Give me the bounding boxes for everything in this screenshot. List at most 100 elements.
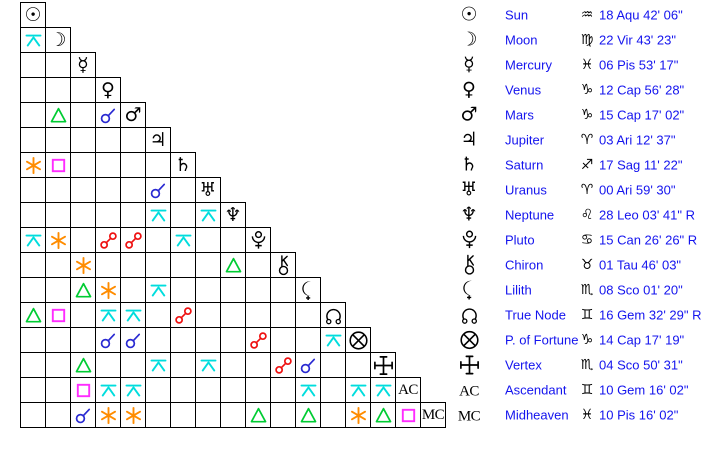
legend-row-venus: ♀ Venus ♑ 12 Cap 56' 28" <box>455 77 705 102</box>
aspect-cell-empty <box>45 77 71 103</box>
legend-row-ascendant: AC Ascendant ♊ 10 Gem 16' 02" <box>455 377 705 402</box>
aspect-cell-empty <box>145 227 171 253</box>
aspect-cell-sextile <box>345 402 371 428</box>
saturn-legend-icon: ♄ <box>460 153 478 175</box>
neptune-icon: ♆ <box>224 203 242 226</box>
aspect-cell-opposition <box>170 302 196 328</box>
aspect-cell-empty <box>70 177 96 203</box>
vertex-legend-glyph <box>455 354 483 375</box>
quincunx-icon <box>100 384 116 396</box>
planet-position: 03 Ari 12' 37" <box>599 132 676 147</box>
aspect-cell-trine <box>370 402 396 428</box>
square-icon <box>76 383 90 397</box>
aspect-cell-sextile <box>20 152 46 178</box>
aspect-cell-empty <box>95 177 121 203</box>
zodiac-sign-icon: ♑ <box>580 331 594 348</box>
aspect-cell-empty <box>145 402 171 428</box>
aspect-cell-empty <box>195 327 221 353</box>
moon-icon: ☽ <box>49 28 67 51</box>
mars-diagonal-cell: ♂ <box>120 102 146 128</box>
aspect-cell-quincunx <box>20 27 46 53</box>
aspect-cell-empty <box>20 102 46 128</box>
lilith-legend-glyph <box>455 279 483 300</box>
aspect-cell-empty <box>45 177 71 203</box>
opposition-icon <box>274 356 292 374</box>
planet-name: Venus <box>505 82 542 97</box>
planet-name: Sun <box>505 7 529 22</box>
planet-position: 16 Gem 32' 29" R <box>599 307 702 322</box>
quincunx-icon <box>150 209 166 221</box>
aspect-cell-empty <box>20 277 46 303</box>
sextile-icon <box>75 256 91 274</box>
aspect-cell-empty <box>70 202 96 228</box>
trine-icon <box>225 257 241 273</box>
midheaven-legend-glyph: MC <box>455 405 483 424</box>
aspect-cell-empty <box>220 327 246 353</box>
aspect-cell-empty <box>220 227 246 253</box>
zodiac-sign-icon: ♋ <box>580 231 594 248</box>
sextile-icon <box>100 281 116 299</box>
planet-name: Midheaven <box>505 407 569 422</box>
aspect-cell-sextile <box>70 252 96 278</box>
aspect-cell-trine <box>70 352 96 378</box>
aspect-cell-quincunx <box>145 202 171 228</box>
legend-row-sun: ☉ Sun ♒ 18 Aqu 42' 06" <box>455 2 705 27</box>
planet-name: Neptune <box>505 207 555 222</box>
legend-row-mars: ♂ Mars ♑ 15 Cap 17' 02" <box>455 102 705 127</box>
chiron-legend-glyph <box>455 254 483 275</box>
sextile-icon <box>25 156 41 174</box>
legend-row-chiron: Chiron ♉ 01 Tau 46' 03" <box>455 252 705 277</box>
aspect-cell-empty <box>20 252 46 278</box>
trine-icon <box>300 407 316 423</box>
aspect-cell-empty <box>295 302 321 328</box>
aspect-cell-quincunx <box>320 327 346 353</box>
planet-name: Jupiter <box>505 132 545 147</box>
mercury-icon: ☿ <box>77 53 89 76</box>
quincunx-icon <box>150 359 166 371</box>
mars-legend-icon: ♂ <box>460 103 478 125</box>
opposition-icon <box>174 306 192 324</box>
quincunx-icon <box>25 34 41 46</box>
zodiac-sign-icon: ♊ <box>580 306 594 323</box>
sextile-icon <box>100 406 116 424</box>
aspect-cell-conjunction <box>95 102 121 128</box>
moon-legend-icon: ☽ <box>460 28 478 50</box>
chiron-legend-icon <box>464 254 474 275</box>
mercury-legend-glyph: ☿ <box>455 55 483 74</box>
aspect-cell-empty <box>70 152 96 178</box>
aspect-cell-quincunx <box>370 377 396 403</box>
aspect-cell-empty <box>170 277 196 303</box>
aspect-cell-empty <box>70 102 96 128</box>
aspect-cell-empty <box>220 352 246 378</box>
square-icon <box>401 408 415 422</box>
aspect-cell-empty <box>145 377 171 403</box>
aspect-cell-quincunx <box>145 277 171 303</box>
midheaven-legend-icon: MC <box>457 408 481 424</box>
aspect-cell-empty <box>170 352 196 378</box>
aspect-cell-quincunx <box>20 227 46 253</box>
aspect-cell-empty <box>170 377 196 403</box>
aspect-cell-empty <box>270 402 296 428</box>
aspect-cell-empty <box>195 402 221 428</box>
aspect-cell-empty <box>195 302 221 328</box>
moon-diagonal-cell: ☽ <box>45 27 71 53</box>
zodiac-sign-icon: ♍ <box>580 31 594 48</box>
pluto-icon <box>251 230 265 249</box>
aspect-cell-square <box>70 377 96 403</box>
planet-position: 17 Sag 11' 22" <box>599 157 683 172</box>
square-icon <box>51 308 65 322</box>
aspect-cell-sextile <box>95 277 121 303</box>
planet-position: 15 Can 26' 26" R <box>599 232 698 247</box>
quincunx-icon <box>150 284 166 296</box>
aspect-cell-trine <box>45 102 71 128</box>
aspect-cell-empty <box>70 77 96 103</box>
aspect-cell-empty <box>220 277 246 303</box>
aspect-grid: ☉ ☽ ☿ ♀ ♂ ♃ ♄ ♅ ♆ AC MC <box>20 2 446 428</box>
aspect-cell-empty <box>170 327 196 353</box>
moon-legend-glyph: ☽ <box>455 30 483 49</box>
quincunx-icon <box>300 384 316 396</box>
legend-row-vertex: Vertex ♏ 04 Sco 50' 31" <box>455 352 705 377</box>
lilith-legend-icon <box>462 280 472 299</box>
ascendant-legend-glyph: AC <box>455 380 483 399</box>
quincunx-icon <box>325 334 341 346</box>
